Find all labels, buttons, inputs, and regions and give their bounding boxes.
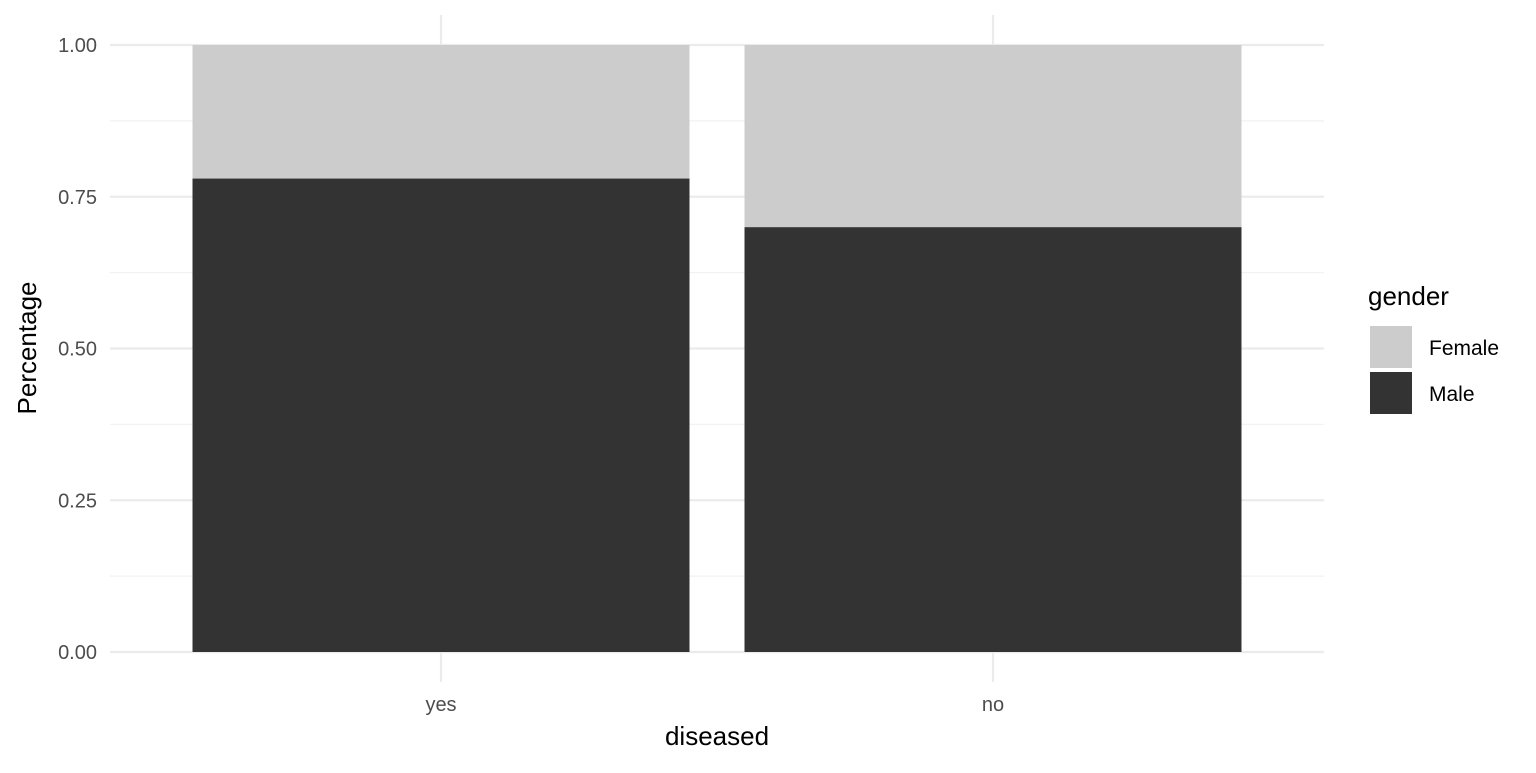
x-tick-label: yes bbox=[425, 694, 456, 716]
bar-female-yes bbox=[192, 45, 690, 179]
legend-entries: Female Male bbox=[1370, 326, 1499, 414]
y-tick-label: 0.00 bbox=[58, 642, 97, 664]
bar-male-yes bbox=[192, 178, 690, 653]
x-tick-label: no bbox=[982, 694, 1004, 716]
bar-male-no bbox=[744, 227, 1242, 652]
x-axis-title: diseased bbox=[665, 721, 769, 751]
legend-label-female: Female bbox=[1429, 337, 1499, 360]
y-tick-label: 1.00 bbox=[58, 35, 97, 57]
legend: gender Female Male bbox=[1368, 281, 1499, 414]
y-axis-title: Percentage bbox=[12, 282, 42, 415]
y-tick-label: 0.50 bbox=[58, 339, 97, 361]
legend-title: gender bbox=[1368, 281, 1449, 311]
y-tick-label: 0.25 bbox=[58, 490, 97, 512]
legend-key-female bbox=[1370, 326, 1412, 368]
legend-key-male bbox=[1370, 372, 1412, 414]
bar-female-no bbox=[744, 45, 1242, 228]
ticks-layer: 0.00 0.25 0.50 0.75 1.00 yes no bbox=[58, 35, 1004, 716]
bars-layer bbox=[192, 45, 1242, 653]
y-tick-label: 0.75 bbox=[58, 187, 97, 209]
legend-label-male: Male bbox=[1429, 383, 1475, 406]
